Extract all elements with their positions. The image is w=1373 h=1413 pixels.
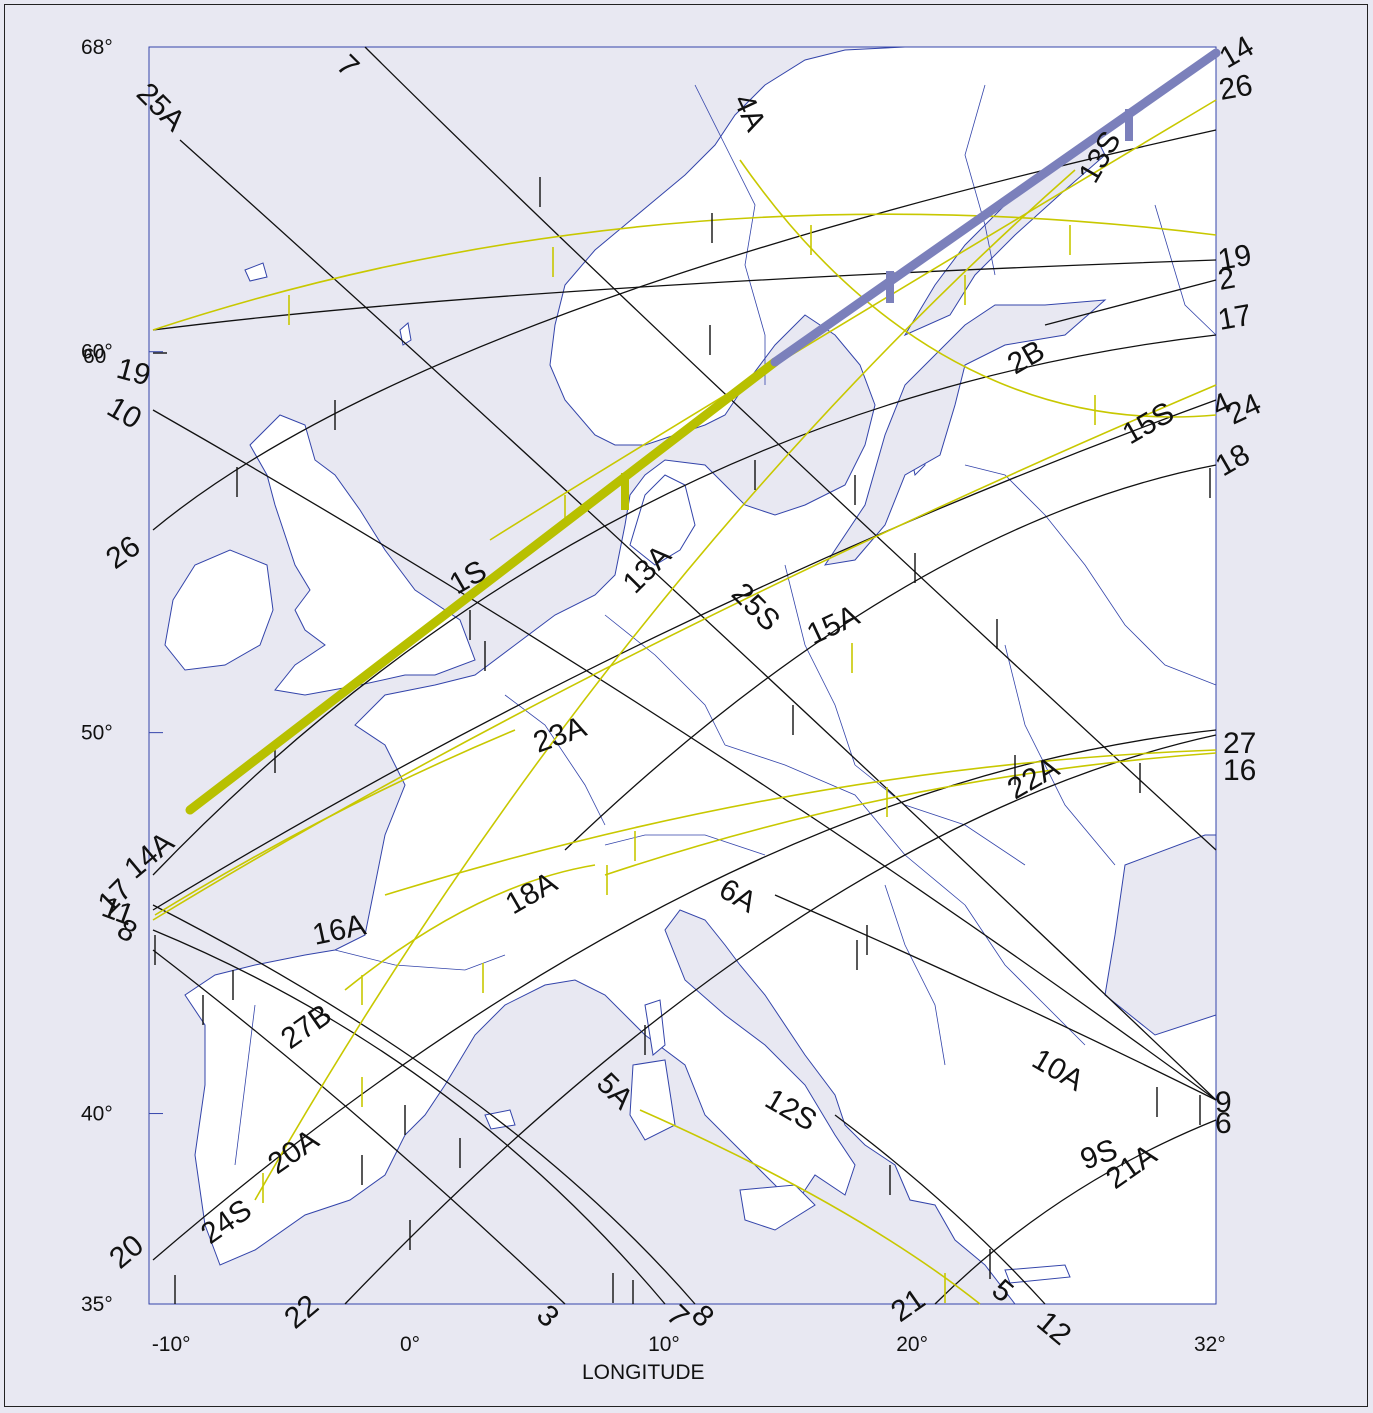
land-sicily [739, 1184, 816, 1231]
track-label: 24 [1222, 387, 1266, 431]
track-label: 20 [103, 1229, 150, 1276]
x-axis-title: LONGITUDE [582, 1361, 705, 1384]
baltic-sea [823, 299, 1107, 566]
track-label: 14 [1214, 30, 1259, 75]
track-label: 60 [83, 345, 106, 368]
lat-tick-label: 68° [81, 36, 113, 59]
lon-tick-label: 20° [896, 1333, 928, 1356]
track-label: 10 [102, 390, 147, 435]
black-sea [1104, 834, 1217, 1036]
track-label: 17 [1215, 299, 1254, 337]
track-label: 9 [1215, 1086, 1232, 1119]
landmasses [164, 46, 1217, 1305]
lat-tick-label: 40° [81, 1103, 113, 1126]
highlighted-track-1s [185, 357, 780, 815]
track-label: 19 [1215, 239, 1254, 277]
highlighted-track-13s [770, 48, 1221, 367]
lon-tick-label: 32° [1194, 1333, 1226, 1356]
track-label: 18 [1210, 438, 1255, 483]
gulf-of-bothnia [903, 134, 1106, 337]
lat-tick-label: 35° [81, 1293, 113, 1316]
track-label: 26 [1216, 69, 1255, 107]
lon-axis-labels: -10° 0° 10° 20° 32° [152, 1333, 1226, 1356]
track-label: 19 [113, 352, 154, 393]
track-label: 26 [100, 530, 146, 576]
lat-tick-label: 50° [81, 722, 113, 745]
black-tracks [152, 46, 1217, 1305]
land-ireland [164, 549, 274, 671]
track-label: 6 [1215, 1107, 1232, 1140]
land-balearics [484, 1109, 516, 1130]
track-map: 7 25A 4A 14 26 13S 19 2 17 2B 60 19 10 1… [81, 30, 1266, 1384]
lon-tick-label: 10° [648, 1333, 680, 1356]
lat-axis-labels: 68° 60° 50° 40° 35° [81, 36, 163, 1316]
track-label: 12 [1031, 1305, 1078, 1352]
land-faroe [244, 262, 268, 282]
lon-tick-label: 0° [400, 1333, 420, 1356]
track-label: 2 [1215, 261, 1237, 296]
track-label: 16 [1223, 754, 1256, 787]
land-denmark [629, 474, 696, 566]
track-label: 27 [1223, 727, 1256, 760]
lon-tick-label: -10° [152, 1333, 191, 1356]
map-frame: 7 25A 4A 14 26 13S 19 2 17 2B 60 19 10 1… [4, 4, 1368, 1407]
land-corsica [644, 999, 666, 1056]
lat-tick-label: 60° [81, 341, 113, 364]
